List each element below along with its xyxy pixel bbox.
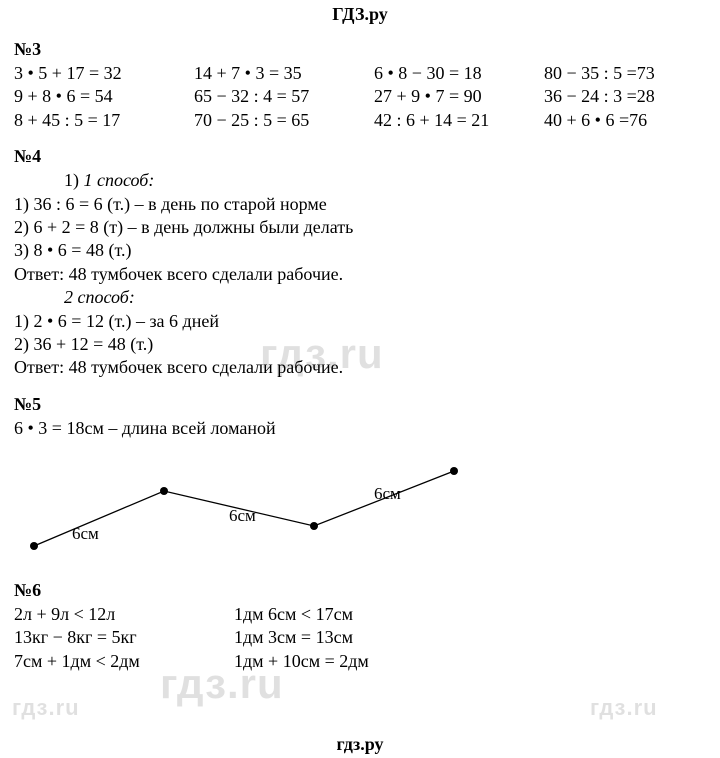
task4-title: №4 (14, 146, 708, 167)
task6-title: №6 (14, 580, 708, 601)
cell: 65 − 32 : 4 = 57 (194, 85, 374, 108)
site-footer: гдз.ру (0, 734, 720, 755)
watermark: гдз.ru (12, 695, 80, 721)
method1-line: 2) 6 + 2 = 8 (т) – в день должны были де… (14, 216, 708, 239)
cell: 9 + 8 • 6 = 54 (14, 85, 194, 108)
site-header: ГДЗ.ру (0, 0, 720, 25)
task3-title: №3 (14, 39, 708, 60)
segment-label: 6см (229, 506, 256, 526)
method1-line: Ответ: 48 тумбочек всего сделали рабочие… (14, 263, 708, 286)
cell: 3 • 5 + 17 = 32 (14, 62, 194, 85)
cell: 13кг − 8кг = 5кг (14, 626, 234, 649)
cell: 7см + 1дм < 2дм (14, 650, 234, 673)
task5-title: №5 (14, 394, 708, 415)
method2-line: 1) 2 • 6 = 12 (т.) – за 6 дней (14, 310, 708, 333)
cell: 70 − 25 : 5 = 65 (194, 109, 374, 132)
method2-label: 2 способ: (14, 286, 708, 309)
cell: 1дм + 10см = 2дм (234, 650, 454, 673)
cell: 6 • 8 − 30 = 18 (374, 62, 544, 85)
method1-line: 3) 8 • 6 = 48 (т.) (14, 239, 708, 262)
cell: 36 − 24 : 3 =28 (544, 85, 714, 108)
method1-line: 1) 36 : 6 = 6 (т.) – в день по старой но… (14, 193, 708, 216)
cell: 1дм 3см = 13см (234, 626, 454, 649)
cell: 42 : 6 + 14 = 21 (374, 109, 544, 132)
watermark: гдз.ru (590, 695, 658, 721)
task3-grid: 3 • 5 + 17 = 32 14 + 7 • 3 = 35 6 • 8 − … (14, 62, 708, 132)
cell: 27 + 9 • 7 = 90 (374, 85, 544, 108)
cell: 1дм 6см < 17см (234, 603, 454, 626)
cell: 80 − 35 : 5 =73 (544, 62, 714, 85)
method2-line: Ответ: 48 тумбочек всего сделали рабочие… (14, 356, 708, 379)
segment-label: 6см (374, 484, 401, 504)
task4-body: 1) 1 способ: 1) 36 : 6 = 6 (т.) – в день… (14, 169, 708, 380)
page-content: №3 3 • 5 + 17 = 32 14 + 7 • 3 = 35 6 • 8… (0, 39, 720, 673)
method2-line: 2) 36 + 12 = 48 (т.) (14, 333, 708, 356)
cell: 40 + 6 • 6 =76 (544, 109, 714, 132)
task6-grid: 2л + 9л < 12л 1дм 6см < 17см 13кг − 8кг … (14, 603, 708, 673)
segment-label: 6см (72, 524, 99, 544)
cell: 8 + 45 : 5 = 17 (14, 109, 194, 132)
polyline-diagram: 6см 6см 6см (14, 446, 494, 566)
task5-line1: 6 • 3 = 18см – длина всей ломаной (14, 417, 708, 440)
method1-label: 1) 1 способ: (14, 169, 708, 192)
cell: 14 + 7 • 3 = 35 (194, 62, 374, 85)
cell: 2л + 9л < 12л (14, 603, 234, 626)
